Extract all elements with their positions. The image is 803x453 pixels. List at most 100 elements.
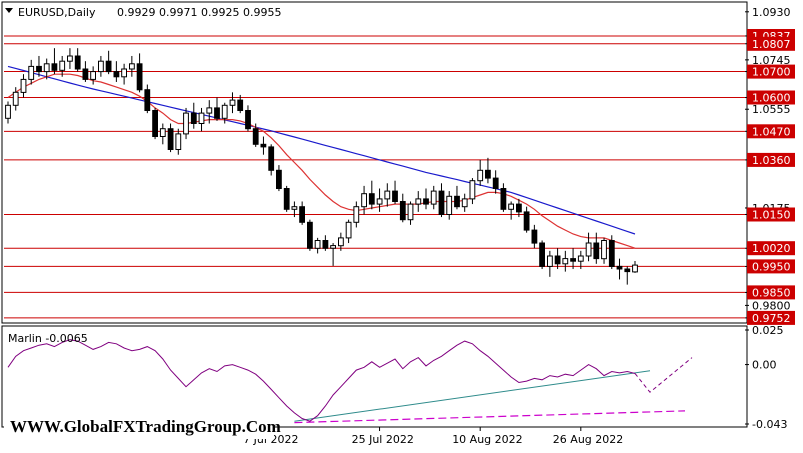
candle bbox=[361, 185, 368, 215]
candle bbox=[593, 232, 600, 264]
ma-slow-line bbox=[7, 65, 636, 235]
badge-label: 1.0807 bbox=[752, 38, 791, 51]
candle bbox=[229, 92, 236, 114]
candle bbox=[338, 232, 344, 251]
candle bbox=[322, 235, 329, 251]
indicator-tick-label: -0.043 bbox=[752, 418, 787, 431]
candle bbox=[438, 183, 445, 218]
candle-body bbox=[438, 190, 445, 216]
candle bbox=[214, 97, 220, 121]
collapse-triangle-icon[interactable] bbox=[5, 8, 13, 13]
candle-body bbox=[562, 258, 569, 265]
time-tick-label: 26 Aug 2022 bbox=[553, 433, 623, 446]
candle bbox=[67, 48, 73, 69]
candle-body bbox=[98, 60, 104, 73]
candle-body bbox=[190, 112, 197, 124]
watermark-box bbox=[4, 411, 274, 439]
badge-label: 1.0150 bbox=[752, 209, 791, 222]
candle-body bbox=[299, 206, 306, 223]
price-tick-label: 1.0745 bbox=[752, 54, 791, 67]
badge-box bbox=[747, 259, 795, 274]
candle bbox=[446, 191, 453, 220]
candle-body bbox=[570, 258, 577, 262]
candle bbox=[283, 185, 290, 212]
candle-body bbox=[74, 55, 81, 70]
badge-label: 0.9950 bbox=[752, 260, 791, 273]
candle bbox=[430, 185, 437, 210]
level-badge: 1.0600 bbox=[747, 90, 795, 105]
candle bbox=[353, 201, 360, 228]
candle bbox=[624, 266, 631, 285]
candle bbox=[12, 87, 19, 111]
candle bbox=[136, 53, 143, 93]
candle-body bbox=[237, 99, 244, 111]
candle-body bbox=[616, 265, 623, 270]
time-tick-label: 25 Jul 2022 bbox=[352, 433, 414, 446]
candle-body bbox=[368, 193, 375, 205]
badge-box bbox=[747, 152, 795, 167]
candle bbox=[562, 250, 569, 272]
badge-box bbox=[747, 90, 795, 105]
candle-body bbox=[252, 128, 259, 145]
badge-label: 1.0700 bbox=[752, 66, 791, 79]
level-badge: 0.9752 bbox=[747, 310, 795, 325]
badge-label: 1.0600 bbox=[752, 92, 791, 105]
candle bbox=[492, 170, 499, 194]
candle-body bbox=[516, 203, 522, 213]
candle bbox=[167, 123, 174, 153]
candle-body bbox=[469, 180, 476, 200]
badge-label: 0.9850 bbox=[752, 286, 791, 299]
teal-trendline bbox=[294, 370, 651, 422]
level-badge: 1.0360 bbox=[747, 152, 795, 167]
candle bbox=[152, 107, 158, 140]
candle-body bbox=[585, 242, 592, 257]
indicator-label: Marlin -0.0065 bbox=[8, 332, 88, 345]
oscillator-forecast bbox=[634, 357, 693, 393]
candle bbox=[399, 193, 406, 223]
price-tick-label: 1.0930 bbox=[752, 6, 791, 19]
candle bbox=[190, 102, 197, 129]
candle-body bbox=[539, 242, 546, 267]
candle-body bbox=[492, 177, 499, 190]
level-badges: 1.08371.08071.07001.06001.04701.03601.01… bbox=[747, 29, 795, 325]
level-badge: 1.0700 bbox=[747, 64, 795, 79]
candle-body bbox=[608, 240, 615, 267]
candle-body bbox=[28, 65, 35, 80]
price-level-lines bbox=[4, 35, 745, 319]
candle bbox=[415, 191, 422, 212]
candle bbox=[477, 159, 484, 186]
level-badge: 0.9950 bbox=[747, 259, 795, 274]
level-badge: 1.0807 bbox=[747, 36, 795, 51]
badge-label: 1.0360 bbox=[752, 154, 791, 167]
candle bbox=[36, 55, 42, 77]
level-badge: 1.0470 bbox=[747, 124, 795, 139]
candle-body bbox=[206, 107, 213, 114]
candle bbox=[407, 201, 414, 225]
indicator-tick-label: 0.00 bbox=[752, 359, 777, 372]
candle bbox=[368, 180, 375, 210]
candle bbox=[307, 219, 313, 251]
candle bbox=[461, 193, 468, 212]
candle-body bbox=[446, 195, 453, 216]
candle bbox=[570, 248, 577, 270]
candle bbox=[268, 144, 275, 176]
candle-body bbox=[407, 203, 414, 221]
candle bbox=[547, 250, 553, 277]
candle bbox=[384, 183, 391, 207]
candle-body bbox=[554, 255, 561, 265]
level-badge: 0.9850 bbox=[747, 285, 795, 300]
candle bbox=[51, 48, 58, 75]
candle-body bbox=[5, 104, 11, 119]
level-badge: 1.0150 bbox=[747, 207, 795, 222]
candle bbox=[245, 105, 251, 132]
candle bbox=[523, 206, 530, 233]
candle bbox=[539, 240, 546, 270]
candle bbox=[454, 185, 460, 210]
candle-body bbox=[361, 193, 368, 208]
candle bbox=[314, 237, 321, 254]
ma-fast-line bbox=[7, 73, 636, 249]
candle bbox=[98, 55, 104, 77]
badge-label: 1.0020 bbox=[752, 242, 791, 255]
